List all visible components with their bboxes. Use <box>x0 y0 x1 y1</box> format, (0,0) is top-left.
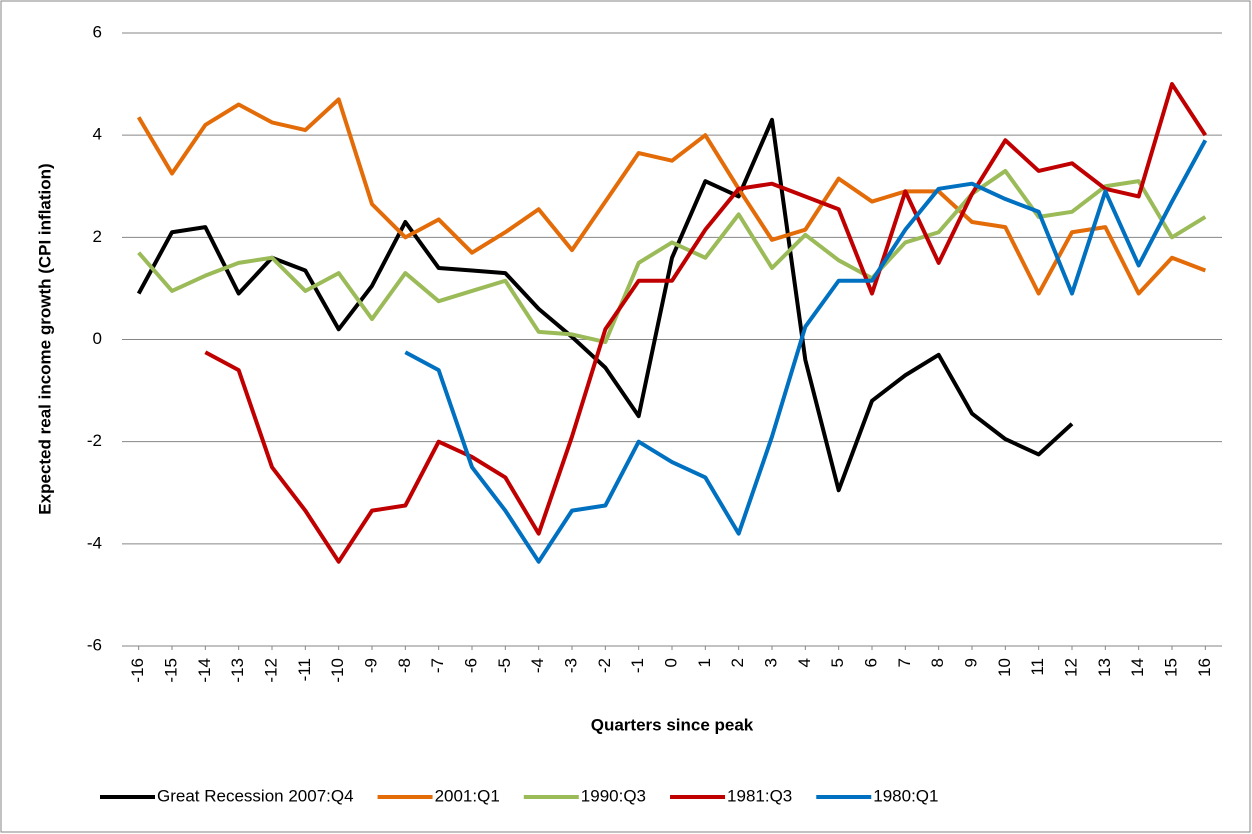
x-tick-label: -14 <box>195 658 214 683</box>
series-line <box>204 82 1208 564</box>
x-tick-label: 4 <box>795 658 814 667</box>
x-tick-label: -13 <box>228 658 247 683</box>
legend-label: 2001:Q1 <box>435 786 500 805</box>
y-tick-label: -6 <box>87 635 102 654</box>
y-tick-label: -2 <box>87 431 102 450</box>
x-tick-label: 15 <box>1161 658 1180 677</box>
x-tick-label: 6 <box>861 658 880 667</box>
y-tick-label: 6 <box>93 22 102 41</box>
x-tick-label: -6 <box>461 658 480 673</box>
x-tick-label: -11 <box>295 658 314 681</box>
x-tick-label: 14 <box>1128 658 1147 677</box>
x-tick-label: 16 <box>1195 658 1214 677</box>
legend-label: 1990:Q3 <box>581 786 646 805</box>
legend-label: Great Recession 2007:Q4 <box>157 786 354 805</box>
x-tick-label: -16 <box>128 658 147 683</box>
x-tick-label: 1 <box>695 658 714 667</box>
legend-label: 1981:Q3 <box>727 786 792 805</box>
y-tick-label: 0 <box>93 329 102 348</box>
x-tick-label: 8 <box>928 658 947 667</box>
x-tick-label: -4 <box>528 658 547 673</box>
series-line <box>404 139 1208 564</box>
series-line <box>137 168 1207 345</box>
x-tick-label: -8 <box>395 658 414 673</box>
x-tick-label: -5 <box>495 658 514 673</box>
series-line <box>136 117 1074 493</box>
x-tick-label: -1 <box>628 658 647 673</box>
x-tick-label: -7 <box>428 658 447 673</box>
x-tick-label: -12 <box>261 658 280 683</box>
x-tick-label: 0 <box>661 658 680 667</box>
x-tick-label: 10 <box>995 658 1014 677</box>
y-tick-label: 4 <box>93 125 102 144</box>
x-tick-label: 11 <box>1028 658 1047 676</box>
y-tick-label: 2 <box>93 227 102 246</box>
legend-label: 1980:Q1 <box>873 786 938 805</box>
x-tick-label: 12 <box>1061 658 1080 677</box>
x-tick-label: -9 <box>361 658 380 673</box>
x-tick-label: -3 <box>561 658 580 673</box>
x-tick-label: 7 <box>895 658 914 667</box>
y-tick-label: -4 <box>87 533 102 552</box>
x-tick-label: 9 <box>961 658 980 667</box>
x-tick-label: 13 <box>1095 658 1114 677</box>
x-tick-label: 5 <box>828 658 847 667</box>
x-tick-label: 2 <box>728 658 747 667</box>
x-axis-title: Quarters since peak <box>591 715 754 734</box>
x-tick-label: 3 <box>761 658 780 667</box>
series-line <box>136 97 1207 296</box>
y-axis-title: Expected real income growth (CPI inflati… <box>35 163 54 514</box>
x-tick-label: -15 <box>161 658 180 683</box>
x-tick-label: -2 <box>595 658 614 673</box>
x-tick-label: -10 <box>328 658 347 683</box>
